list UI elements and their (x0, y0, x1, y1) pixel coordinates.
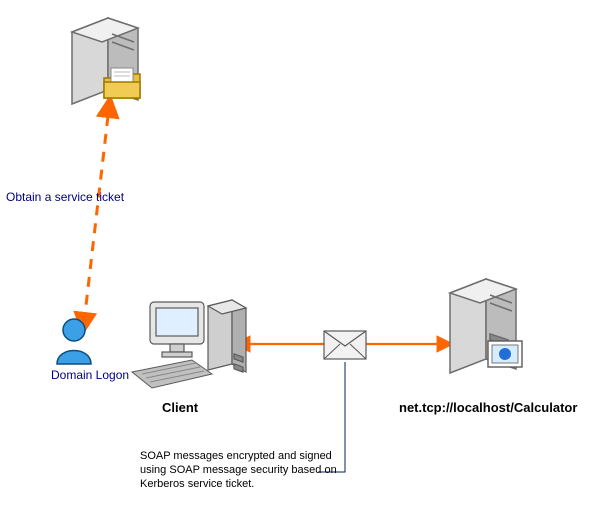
label-soap-line1: SOAP messages encrypted and signed (140, 450, 332, 462)
service-server-icon (438, 271, 538, 381)
diagram-canvas: Obtain a service ticket Domain Logon Cli… (0, 0, 611, 522)
label-client: Client (162, 400, 198, 415)
label-server-url: net.tcp://localhost/Calculator (399, 400, 577, 415)
label-soap-line2: using SOAP message security based on (140, 464, 337, 476)
client-pc-icon (130, 296, 250, 396)
edge-ticket (85, 116, 108, 314)
label-soap-line3: Kerberos service ticket. (140, 478, 254, 490)
user-icon (53, 316, 95, 366)
kdc-server-icon (60, 10, 160, 110)
envelope-icon (323, 330, 367, 360)
label-domain-logon: Domain Logon (51, 368, 129, 382)
label-obtain-ticket: Obtain a service ticket (6, 190, 124, 204)
